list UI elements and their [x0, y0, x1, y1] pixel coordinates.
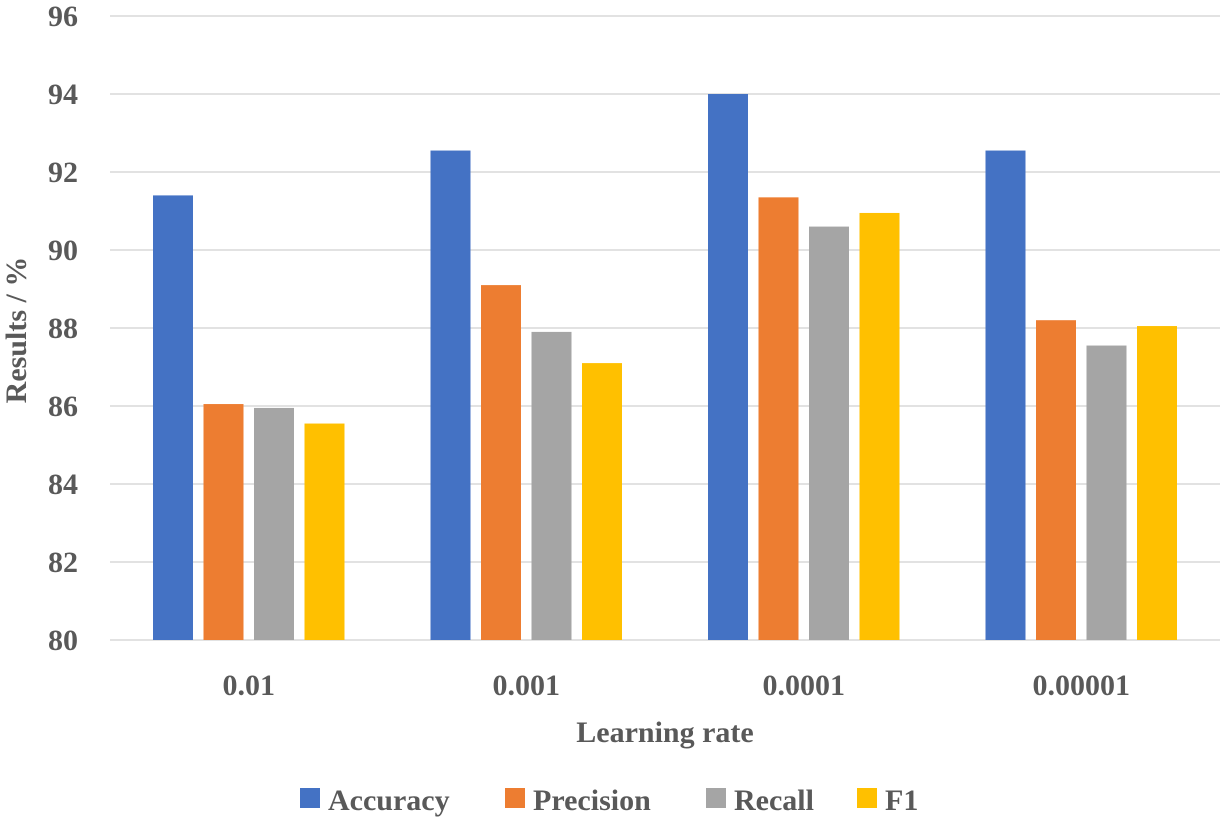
y-tick-label: 80	[48, 624, 78, 657]
y-tick-label: 86	[48, 390, 78, 423]
x-tick-label: 0.0001	[763, 669, 846, 702]
legend: Accuracy Precision Recall F1	[300, 784, 918, 817]
legend-swatch	[505, 788, 525, 808]
legend-item-recall: Recall	[706, 784, 814, 817]
x-tick-label: 0.001	[493, 669, 561, 702]
y-tick-label: 88	[48, 312, 78, 345]
legend-label: Precision	[533, 784, 651, 817]
y-tick-label: 82	[48, 546, 78, 579]
bar-f1-0.00001	[1137, 326, 1177, 640]
bar-recall-0.01	[254, 407, 294, 640]
legend-swatch	[857, 788, 877, 808]
bar-accuracy-0.00001	[985, 150, 1026, 641]
legend-label: Recall	[734, 784, 814, 817]
bar-f1-0.0001	[859, 212, 900, 640]
legend-swatch	[300, 788, 320, 808]
bar-accuracy-0.01	[153, 195, 193, 640]
legend-swatch	[706, 788, 726, 808]
legend-item-f1: F1	[857, 784, 918, 817]
bars	[153, 94, 1177, 641]
x-tick-label: 0.00001	[1033, 669, 1131, 702]
bar-recall-0.0001	[809, 226, 849, 640]
bar-precision-0.00001	[1036, 320, 1076, 640]
y-axis-label: Results / %	[0, 257, 33, 404]
bar-f1-0.001	[582, 363, 622, 640]
legend-label: F1	[885, 784, 918, 817]
y-tick-label: 92	[48, 156, 78, 189]
legend-item-precision: Precision	[505, 784, 651, 817]
gridlines	[110, 15, 1220, 641]
bar-recall-0.00001	[1086, 345, 1127, 640]
x-axis-ticks: 0.01 0.001 0.0001 0.00001	[223, 669, 1131, 702]
bar-f1-0.01	[304, 423, 345, 640]
y-tick-label: 84	[48, 468, 78, 501]
x-axis-label: Learning rate	[576, 716, 753, 749]
bar-accuracy-0.0001	[708, 94, 748, 640]
y-tick-label: 96	[48, 0, 78, 33]
x-tick-label: 0.01	[223, 669, 276, 702]
legend-label: Accuracy	[328, 784, 450, 817]
bar-precision-0.001	[481, 285, 521, 640]
y-tick-label: 94	[48, 78, 78, 111]
bar-precision-0.01	[203, 404, 244, 640]
y-tick-label: 90	[48, 234, 78, 267]
bar-precision-0.0001	[758, 197, 799, 640]
bar-accuracy-0.001	[430, 150, 471, 641]
y-axis-ticks: 80 82 84 86 88 90 92 94 96	[48, 0, 78, 657]
bar-recall-0.001	[531, 331, 572, 640]
legend-item-accuracy: Accuracy	[300, 784, 450, 817]
